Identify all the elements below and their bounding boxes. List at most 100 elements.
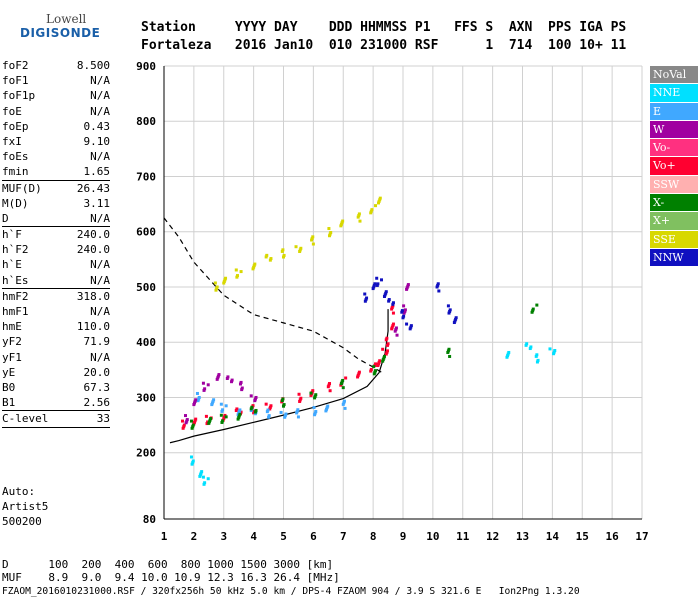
data-point	[403, 308, 407, 312]
data-point	[383, 293, 387, 297]
data-point	[357, 214, 361, 218]
data-point	[313, 411, 317, 415]
data-point	[342, 399, 346, 403]
data-point	[268, 258, 272, 262]
param-value: 110.0	[76, 320, 110, 334]
data-point	[505, 355, 509, 359]
data-point	[207, 421, 211, 425]
data-point	[250, 405, 254, 409]
param-separator	[2, 179, 110, 181]
data-point	[529, 345, 533, 349]
data-point	[200, 470, 204, 474]
data-point	[213, 281, 217, 285]
data-point	[390, 307, 394, 311]
data-point	[252, 264, 256, 268]
data-point	[358, 219, 362, 223]
data-point	[391, 324, 395, 328]
param-row: B0 67.3	[2, 380, 110, 395]
y-tick-label: 80	[143, 513, 156, 526]
param-name: M(D)	[2, 196, 29, 210]
data-point	[436, 282, 440, 286]
data-point	[206, 477, 210, 481]
data-point	[295, 411, 299, 415]
x-tick-label: 12	[486, 530, 499, 543]
param-value: N/A	[90, 150, 110, 164]
data-point	[253, 397, 257, 401]
data-point	[375, 276, 379, 280]
data-point	[265, 253, 269, 257]
param-value: N/A	[90, 273, 110, 287]
data-point	[279, 410, 283, 414]
data-point	[182, 423, 186, 427]
data-point	[525, 342, 529, 346]
data-point	[384, 338, 388, 342]
param-name: C-level	[2, 412, 49, 426]
data-point	[298, 250, 302, 254]
param-value: 318.0	[76, 289, 110, 303]
data-point	[284, 412, 288, 416]
param-name: foEp	[2, 119, 29, 133]
data-point	[314, 410, 318, 414]
data-point	[193, 399, 197, 403]
data-point	[390, 305, 394, 309]
data-point	[394, 328, 398, 332]
data-point	[182, 425, 186, 429]
data-point	[454, 316, 458, 320]
x-tick-label: 3	[220, 530, 227, 543]
data-point	[356, 375, 360, 379]
data-point	[294, 245, 298, 249]
param-value: 3.11	[83, 196, 111, 210]
data-point	[373, 370, 377, 374]
data-point	[235, 275, 239, 279]
logo-lowell: Lowell	[46, 12, 87, 26]
data-point	[268, 407, 272, 411]
data-point	[237, 414, 241, 418]
data-point	[553, 349, 557, 353]
data-point	[341, 402, 345, 406]
legend-item: SSW	[650, 175, 698, 195]
data-point	[390, 325, 394, 329]
y-tick-label: 600	[136, 226, 156, 239]
data-point	[198, 473, 202, 477]
data-point	[391, 302, 395, 306]
data-point	[373, 282, 377, 286]
data-point	[341, 219, 345, 223]
data-point	[378, 198, 382, 202]
data-point	[310, 236, 314, 240]
x-tick-label: 2	[191, 530, 198, 543]
data-point	[196, 399, 200, 403]
data-point	[203, 387, 207, 391]
data-point	[313, 396, 317, 400]
param-row: MUF(D) 26.43	[2, 181, 110, 196]
data-point	[184, 414, 187, 418]
data-point	[402, 311, 406, 315]
param-row: foEs N/A	[2, 149, 110, 164]
data-point	[328, 382, 332, 386]
data-point	[376, 282, 380, 286]
data-point	[238, 412, 242, 416]
data-point	[225, 376, 229, 380]
data-point	[191, 461, 195, 465]
data-point	[194, 398, 198, 402]
header-row-2: Fortaleza 2016 Jan10 010 231000 RSF 1 71…	[141, 38, 627, 53]
data-point	[535, 360, 539, 364]
footer-distance-line: D 100 200 400 600 800 1000 1500 3000 [km…	[2, 558, 334, 571]
data-point	[405, 322, 409, 326]
data-point	[249, 407, 253, 411]
param-name: foF1p	[2, 89, 36, 103]
data-point	[198, 474, 202, 478]
data-point	[201, 475, 205, 479]
data-point	[530, 310, 534, 314]
param-row: C-level 33	[2, 411, 110, 426]
data-point	[340, 380, 344, 384]
data-point	[374, 362, 378, 366]
auto-line: Auto:	[2, 485, 36, 498]
data-point	[202, 482, 206, 486]
data-point	[387, 298, 391, 302]
data-point	[342, 401, 346, 405]
model-profile-line	[169, 309, 389, 444]
param-row: hmF2 318.0	[2, 289, 110, 304]
data-point	[216, 376, 220, 380]
data-point	[269, 404, 273, 408]
